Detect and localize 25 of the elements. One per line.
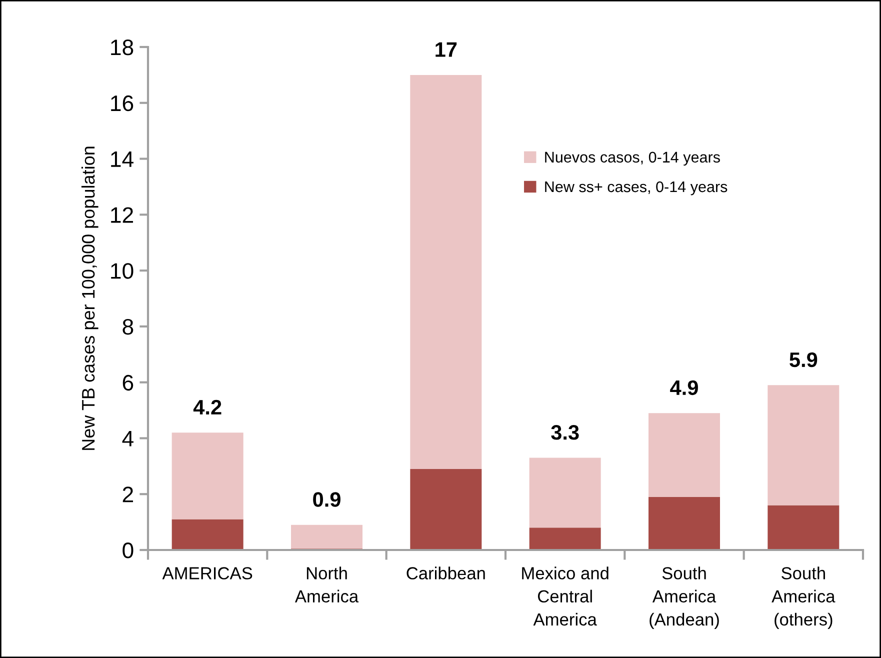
total-label: 3.3 <box>551 425 579 440</box>
y-tick-label: 2 <box>122 486 133 502</box>
total-label: 0.9 <box>313 492 340 507</box>
x-tick-label: South America (others) <box>772 566 836 630</box>
y-tick-label: 16 <box>111 95 134 112</box>
y-tick-label: 18 <box>111 40 134 56</box>
y-tick-label: 4 <box>122 430 134 446</box>
y-axis-title: New TB cases per 100,000 population <box>81 146 98 450</box>
x-tick-label: South America (Andean) <box>650 566 719 630</box>
x-tick-label: AMERICAS <box>162 567 252 580</box>
total-label: 4.9 <box>670 380 698 396</box>
y-tick-label: 8 <box>122 318 134 335</box>
y-tick-label: 0 <box>122 542 134 558</box>
y-tick-label: 6 <box>122 374 134 391</box>
y-tick-label: 12 <box>111 207 133 223</box>
total-label: 4.2 <box>193 400 222 414</box>
total-label: 5.9 <box>790 352 818 368</box>
y-tick-label: 10 <box>111 263 134 279</box>
x-tick-label: Caribbean <box>406 566 485 580</box>
x-tick-label: North America <box>294 566 359 603</box>
total-label: 17 <box>436 42 457 57</box>
y-tick-label: 14 <box>111 152 134 167</box>
legend-label: Nuevos casos, 0-14 years <box>545 152 720 166</box>
legend-label: New ss+ cases, 0-14 years <box>545 181 728 196</box>
x-tick-label: Mexico and Central America <box>522 566 608 626</box>
